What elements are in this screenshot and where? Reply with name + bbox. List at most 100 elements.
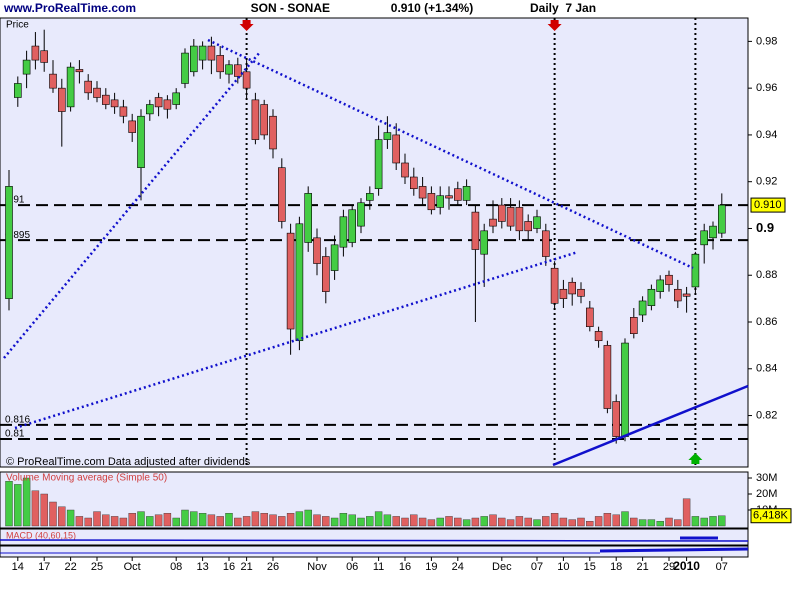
x-tick-label: Nov <box>307 561 327 573</box>
x-tick-label: 29 <box>663 561 675 573</box>
volume-bar <box>418 517 427 527</box>
volume-bar <box>216 516 224 527</box>
volume-bar <box>40 493 48 527</box>
volume-bar <box>181 509 189 527</box>
candle-body <box>612 401 621 437</box>
volume-bar <box>322 516 330 527</box>
volume-bar <box>172 517 180 527</box>
volume-bar <box>489 514 497 527</box>
volume-bar <box>436 517 444 527</box>
signal-arrow <box>547 20 562 31</box>
volume-bar <box>31 490 40 527</box>
x-tick-label: 07 <box>531 561 543 573</box>
candle-body <box>330 244 339 271</box>
signal-arrow <box>239 20 254 31</box>
x-tick-label: Oct <box>124 561 141 573</box>
trend-lines <box>3 38 749 467</box>
site: www.ProRealTime.com <box>3 1 136 15</box>
footer: © ProRealTime.com Data adjusted after di… <box>6 456 251 468</box>
volume-bar <box>515 516 524 527</box>
trend-line <box>207 38 694 270</box>
candle-body <box>286 232 295 330</box>
y-tick-label: 0.88 <box>756 269 777 281</box>
volume-bar <box>454 517 462 527</box>
volume-bar <box>647 519 656 527</box>
candle-body <box>119 106 128 117</box>
volume-bar <box>586 521 594 527</box>
x-tick-label: 24 <box>452 561 464 573</box>
candle-body <box>339 216 348 248</box>
volume-bar <box>568 519 576 527</box>
volume-bar <box>550 513 559 527</box>
candle-body <box>673 288 682 302</box>
x-tick-label: 26 <box>267 561 279 573</box>
candle-body <box>154 97 163 108</box>
x-tick-label: 19 <box>425 561 437 573</box>
volume-bar <box>163 513 172 527</box>
volume-bar <box>84 517 92 527</box>
volume-bar <box>93 511 101 527</box>
candle-body <box>128 120 136 133</box>
candle-body <box>700 230 709 246</box>
candle-body <box>717 204 726 234</box>
candle-body <box>709 225 717 239</box>
volume-bar <box>330 517 339 527</box>
candle-body <box>181 52 189 84</box>
volume-bar <box>286 513 295 527</box>
volume-bar <box>260 513 268 527</box>
candle-body <box>436 195 445 208</box>
candle-body <box>418 186 427 199</box>
candle-body <box>480 230 489 255</box>
y-tick-label: 20M <box>756 488 777 500</box>
candle-body <box>242 71 251 89</box>
volume-bar <box>594 516 603 527</box>
candle-body <box>550 267 559 304</box>
volume-bar <box>357 517 365 527</box>
volume-bar <box>445 516 453 527</box>
x-tick-label: Dec <box>492 561 512 573</box>
candle-body <box>277 167 286 222</box>
candle-body <box>445 195 453 199</box>
volume-bar <box>612 514 620 527</box>
volume-bar <box>154 514 163 527</box>
candle-body <box>31 45 40 61</box>
candle-body <box>638 300 647 316</box>
volume-bar <box>190 511 198 527</box>
title: SON - SONAE <box>251 1 330 15</box>
candle-body <box>66 66 75 108</box>
volume-bar <box>242 516 251 527</box>
candle-body <box>110 99 119 108</box>
candle-body <box>40 50 49 63</box>
x-tick-label: 21 <box>240 561 252 573</box>
macd-panel <box>0 528 749 546</box>
volume-bar <box>225 513 233 527</box>
volume-bar <box>269 514 277 527</box>
price-panel <box>0 17 749 468</box>
volume-bar <box>58 506 66 527</box>
candle-body <box>691 253 700 288</box>
candle-body <box>392 134 401 164</box>
volume-bar <box>506 519 515 527</box>
candle-body <box>295 223 304 342</box>
candle-body <box>647 288 656 306</box>
x-tick-label: 14 <box>12 561 24 573</box>
x-tick-label: 16 <box>399 561 411 573</box>
candle-body <box>216 55 224 73</box>
volume-bar <box>128 513 136 527</box>
panel-label: Price <box>6 20 29 31</box>
volume-bar <box>656 521 664 527</box>
level-label: 0.895 <box>5 230 30 241</box>
x-tick-label: 13 <box>196 561 208 573</box>
volume-bar <box>339 513 348 527</box>
y-tick-label: 30M <box>756 472 777 484</box>
volume-bar <box>480 516 488 527</box>
x-tick-label: 22 <box>64 561 76 573</box>
candle-body <box>313 237 321 264</box>
level-label: 0.81 <box>5 429 25 440</box>
volume-bar <box>110 516 119 527</box>
volume-bar <box>374 511 383 527</box>
candle-body <box>137 115 145 168</box>
candle-body <box>225 64 233 75</box>
candle-body <box>453 188 462 201</box>
